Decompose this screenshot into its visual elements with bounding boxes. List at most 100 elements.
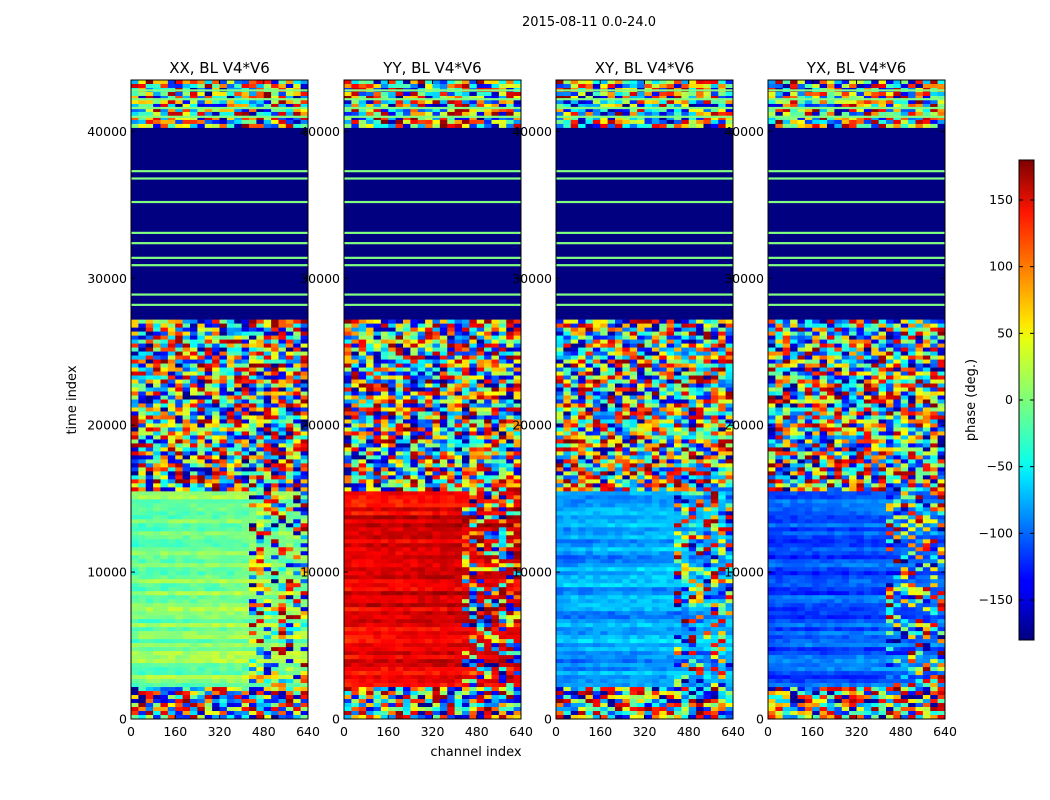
heatmap-cell bbox=[138, 419, 147, 424]
heatmap-cell bbox=[476, 347, 485, 352]
panel-title: YY, BL V4*V6 bbox=[382, 59, 481, 77]
heatmap-cell bbox=[175, 483, 183, 488]
heatmap-cell bbox=[403, 111, 411, 117]
heatmap-cell bbox=[388, 483, 396, 488]
heatmap-cell bbox=[380, 479, 389, 484]
heatmap-cell bbox=[366, 471, 374, 476]
heatmap-cell bbox=[234, 647, 242, 652]
heatmap-cell bbox=[410, 447, 419, 452]
heatmap-cell bbox=[138, 359, 147, 364]
heatmap-cell bbox=[491, 371, 500, 376]
heatmap-cell bbox=[226, 591, 235, 596]
heatmap-cell bbox=[395, 367, 404, 372]
heatmap-cell bbox=[131, 447, 139, 452]
heatmap-cell bbox=[226, 679, 235, 684]
heatmap-cell bbox=[256, 671, 265, 676]
heatmap-cell bbox=[241, 507, 250, 512]
heatmap-cell bbox=[447, 539, 455, 544]
heatmap-cell bbox=[395, 467, 404, 472]
heatmap-cell bbox=[417, 491, 426, 496]
heatmap-cell bbox=[344, 463, 352, 468]
heatmap-cell bbox=[241, 499, 250, 504]
heatmap-cell bbox=[204, 419, 213, 424]
heatmap-cell bbox=[234, 463, 242, 468]
heatmap-cell bbox=[278, 471, 287, 476]
heatmap-cell bbox=[380, 367, 389, 372]
heatmap-cell bbox=[241, 119, 250, 125]
heatmap-cell bbox=[278, 119, 287, 125]
heatmap-cell bbox=[293, 611, 301, 616]
heatmap-cell bbox=[366, 411, 374, 416]
heatmap-cell bbox=[241, 619, 250, 624]
heatmap-cell bbox=[513, 319, 522, 324]
heatmap-cell bbox=[293, 431, 301, 436]
heatmap-cell bbox=[249, 475, 257, 480]
heatmap-cell bbox=[219, 475, 228, 480]
heatmap-cell bbox=[469, 619, 478, 624]
heatmap-cell bbox=[403, 367, 411, 372]
heatmap-cell bbox=[432, 119, 441, 125]
heatmap-cell bbox=[167, 399, 176, 404]
heatmap-cell bbox=[249, 467, 257, 472]
heatmap-cell bbox=[226, 363, 235, 368]
heatmap-cell bbox=[138, 687, 147, 692]
heatmap-cell bbox=[190, 339, 198, 344]
heatmap-cell bbox=[285, 359, 294, 364]
heatmap-cell bbox=[167, 375, 176, 380]
heatmap-cell bbox=[153, 619, 161, 624]
heatmap-cell bbox=[425, 387, 433, 392]
heatmap-cell bbox=[182, 371, 191, 376]
heatmap-cell bbox=[204, 503, 213, 508]
heatmap-cell bbox=[513, 499, 522, 504]
heatmap-cell bbox=[285, 615, 294, 620]
heatmap-cell bbox=[506, 591, 514, 596]
heatmap-cell bbox=[358, 607, 367, 612]
heatmap-cell bbox=[212, 327, 220, 332]
heatmap-cell bbox=[234, 343, 242, 348]
heatmap-cell bbox=[506, 595, 514, 600]
heatmap-cell bbox=[358, 359, 367, 364]
heatmap-cell bbox=[344, 607, 352, 612]
heatmap-cell bbox=[491, 451, 500, 456]
heatmap-cell bbox=[249, 671, 257, 676]
heatmap-cell bbox=[476, 455, 485, 460]
heatmap-cell bbox=[234, 615, 242, 620]
heatmap-cell bbox=[491, 579, 500, 584]
heatmap-cell bbox=[425, 475, 433, 480]
heatmap-cell bbox=[145, 411, 154, 416]
heatmap-cell bbox=[234, 391, 242, 396]
heatmap-cell bbox=[432, 575, 441, 580]
heatmap-cell bbox=[160, 699, 169, 704]
heatmap-cell bbox=[138, 567, 147, 572]
heatmap-cell bbox=[190, 699, 198, 704]
heatmap-cell bbox=[388, 479, 396, 484]
heatmap-cell bbox=[160, 671, 169, 676]
heatmap-row bbox=[344, 259, 521, 265]
heatmap-cell bbox=[506, 483, 514, 488]
heatmap-cell bbox=[212, 591, 220, 596]
heatmap-cell bbox=[454, 399, 463, 404]
heatmap-cell bbox=[167, 603, 176, 608]
heatmap-cell bbox=[234, 103, 242, 109]
heatmap-cell bbox=[469, 555, 478, 560]
heatmap-cell bbox=[190, 391, 198, 396]
heatmap-cell bbox=[469, 435, 478, 440]
heatmap-cell bbox=[190, 623, 198, 628]
heatmap-cell bbox=[145, 463, 154, 468]
heatmap-cell bbox=[373, 323, 382, 328]
heatmap-cell bbox=[219, 415, 228, 420]
heatmap-cell bbox=[226, 539, 235, 544]
heatmap-cell bbox=[138, 331, 147, 336]
heatmap-cell bbox=[138, 551, 147, 556]
heatmap-cell bbox=[439, 567, 448, 572]
heatmap-cell bbox=[373, 587, 382, 592]
heatmap-cell bbox=[182, 335, 191, 340]
heatmap-cell bbox=[300, 603, 309, 608]
heatmap-cell bbox=[351, 427, 360, 432]
heatmap-cell bbox=[190, 491, 198, 496]
heatmap-cell bbox=[462, 103, 470, 109]
heatmap-cell bbox=[138, 427, 147, 432]
heatmap-cell bbox=[388, 415, 396, 420]
heatmap-cell bbox=[204, 115, 213, 121]
heatmap-cell bbox=[234, 527, 242, 532]
